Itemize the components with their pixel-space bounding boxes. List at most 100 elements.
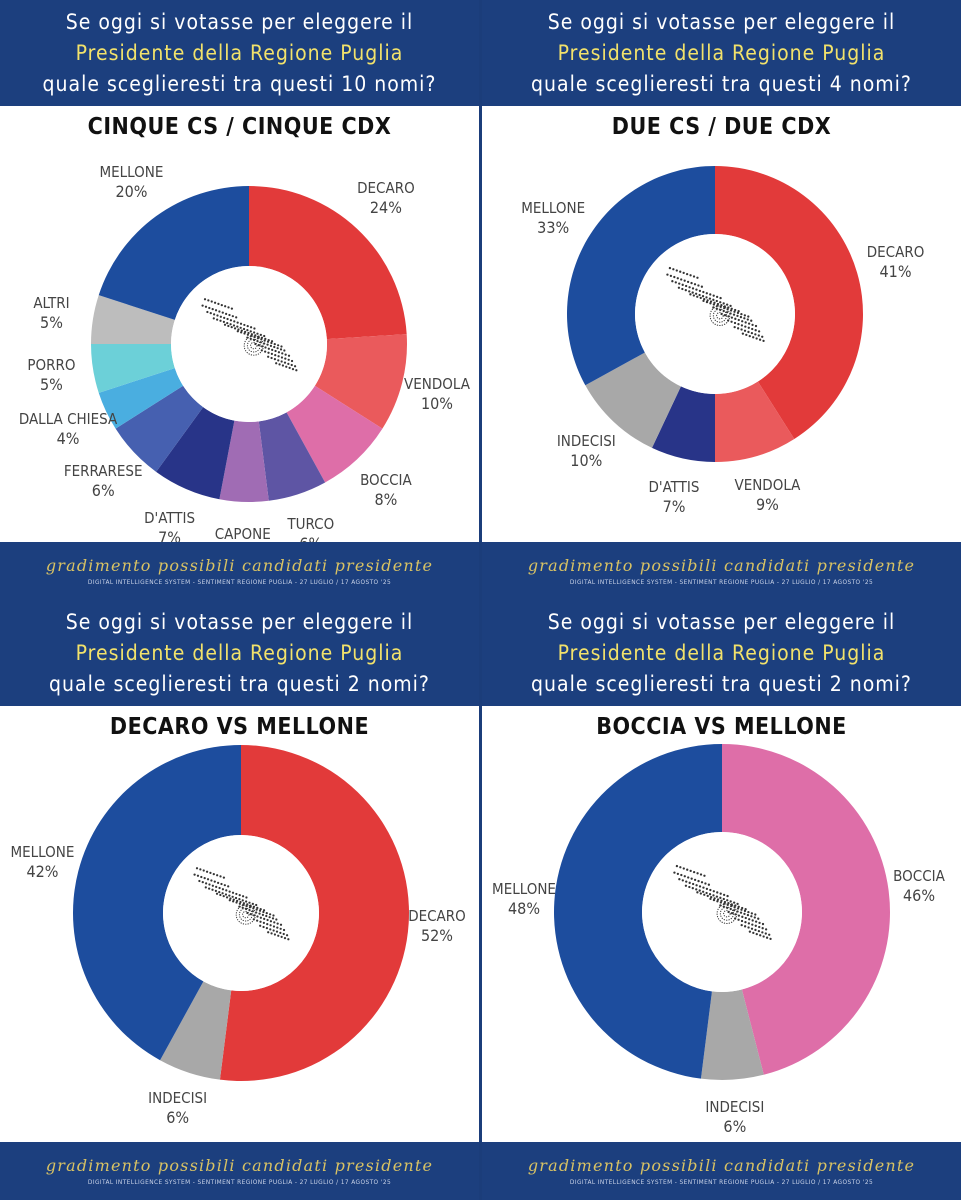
slice-label-name: INDECISI [705,1097,765,1116]
slice-label-value: 9% [756,494,779,514]
question-header: Se oggi si votasse per eleggere il Presi… [0,600,479,706]
footer-source: DIGITAL INTELLIGENCE SYSTEM - SENTIMENT … [569,578,874,586]
slice-d-attis [651,386,715,462]
slice-vendola [314,334,407,429]
donut-hole [163,835,319,991]
question-line-3: quale sceglieresti tra questi 2 nomi? [531,671,912,696]
slice-label-name: ALTRI [33,293,70,312]
footer-source: DIGITAL INTELLIGENCE SYSTEM - SENTIMENT … [87,1178,392,1186]
slice-label-indecisi: INDECISI 6% [705,1097,764,1137]
slice-label-value: 6% [166,1107,190,1127]
slice-label-name: DECARO [357,179,415,198]
slice-label-name: INDECISI [556,432,616,451]
slice-label-value: 52% [420,925,453,945]
slice-capone [219,420,269,502]
slice-label-value: 4% [56,429,80,449]
slice-label-vendola: VENDOLA 9% [734,475,800,515]
footer-tagline: gradimento possibili candidati president… [527,556,916,575]
donut-chart [567,166,864,462]
question-line-1: Se oggi si votasse per eleggere il [65,609,414,634]
slice-label-value: 8% [374,489,398,509]
slice-label-value: 5% [40,312,63,332]
chart-title: BOCCIA VS MELLONE [596,714,847,740]
slice-decaro [219,745,409,1081]
slice-mellone [554,744,722,1079]
slice-label-name: BOCCIA [360,470,412,489]
slice-label-value: 20% [115,182,148,202]
question-line-3: quale sceglieresti tra questi 2 nomi? [49,671,430,696]
question-line-2: Presidente della Regione Puglia [557,40,886,65]
slice-label-name: VENDOLA [404,374,470,393]
chart-title: CINQUE CS / CINQUE CDX [87,114,392,140]
poll-panel-decaro-vs-mellone: Se oggi si votasse per eleggere il Presi… [0,600,479,1200]
slice-indecisi [585,352,681,448]
slice-dalla-chiesa [98,368,184,429]
donut-hole [642,832,802,992]
slice-label-name: DECARO [408,906,466,925]
slice-label-value: 41% [879,261,912,281]
slice-label-porro: PORRO 5% [27,355,75,395]
footer-tagline: gradimento possibili candidati president… [45,1156,434,1175]
slice-label-indecisi: INDECISI 10% [557,431,616,471]
donut-chart [73,745,409,1081]
slice-label-name: MELLONE [521,199,586,218]
slice-label-name: MELLONE [99,163,164,182]
question-line-2: Presidente della Regione Puglia [75,40,404,65]
question-line-1: Se oggi si votasse per eleggere il [547,609,896,634]
question-header: Se oggi si votasse per eleggere il Presi… [482,0,961,106]
slice-label-decaro: DECARO 24% [357,178,415,218]
question-line-2: Presidente della Regione Puglia [75,640,404,665]
footer-tagline: gradimento possibili candidati president… [527,1156,916,1175]
slice-label-value: 6% [723,1116,747,1136]
slice-label-name: VENDOLA [734,475,801,494]
region-map-icon [201,298,298,372]
donut-hole [171,266,327,422]
region-map-icon [673,864,772,941]
slice-label-name: FERRARESE [63,461,143,480]
slice-label-name: MELLONE [10,843,75,862]
slice-label-value: 10% [420,393,453,413]
slice-mellone [98,186,250,320]
slice-label-value: 5% [40,375,63,395]
slice-label-name: MELLONE [492,880,556,899]
slice-label-value: 7% [158,527,181,547]
slice-ferrarese [115,385,204,472]
slice-decaro [715,166,864,439]
slice-porro [91,344,175,393]
slice-label-boccia: BOCCIA 46% [893,866,945,906]
slice-label-name: PORRO [27,356,76,375]
donut-hole [635,234,795,394]
question-line-1: Se oggi si votasse per eleggere il [65,9,414,34]
poll-panel-boccia-vs-mellone: Se oggi si votasse per eleggere il Presi… [482,600,961,1200]
footer-source: DIGITAL INTELLIGENCE SYSTEM - SENTIMENT … [569,1178,874,1186]
footer-tagline: gradimento possibili candidati president… [45,556,434,575]
chart-title: DECARO VS MELLONE [109,714,370,740]
slice-label-mellone: MELLONE 33% [521,198,585,238]
slice-label-value: 10% [570,451,603,471]
slice-label-dalla-chiesa: DALLA CHIESA 4% [19,409,117,449]
footer-banner: gradimento possibili candidati president… [0,542,479,600]
slice-label-name: INDECISI [148,1088,208,1107]
slice-altri [91,295,175,344]
slice-label-vendola: VENDOLA 10% [404,374,470,414]
slice-decaro [249,186,407,340]
donut-chart [91,186,407,502]
poll-panel-4-names: Se oggi si votasse per eleggere il Presi… [482,0,961,600]
footer-banner: gradimento possibili candidati president… [482,542,961,600]
slice-label-name: D'ATTIS [144,508,196,527]
slice-label-d-attis: D'ATTIS 7% [144,508,195,548]
slice-label-name: DECARO [866,242,925,261]
footer-source: DIGITAL INTELLIGENCE SYSTEM - SENTIMENT … [87,578,392,586]
slice-mellone [73,745,241,1061]
slice-turco [258,412,326,501]
slice-label-decaro: DECARO 41% [867,242,925,282]
region-map-icon [193,867,290,941]
slice-label-boccia: BOCCIA 8% [360,470,412,510]
question-header: Se oggi si votasse per eleggere il Presi… [482,600,961,706]
slice-label-name: CAPONE [214,524,271,543]
slice-indecisi [160,981,232,1080]
question-line-3: quale sceglieresti tra questi 4 nomi? [531,71,912,96]
slice-label-value: 24% [369,198,402,218]
slice-label-name: BOCCIA [893,867,945,886]
